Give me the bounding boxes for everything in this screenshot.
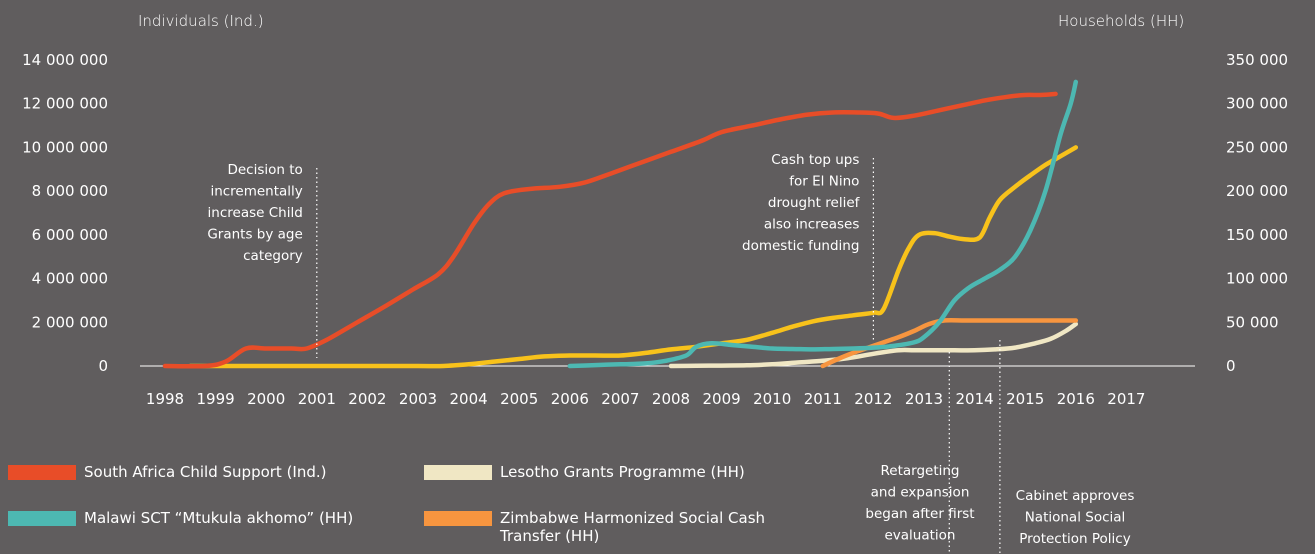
x-tick-label: 2006 [551,390,589,408]
right-axis-title: Households (HH) [1058,12,1185,30]
annotation-text: Retargeting [880,463,959,479]
x-tick-label: 2002 [348,390,386,408]
series-line-lesotho [668,321,1079,369]
y-right-tick-label: 0 [1226,357,1236,375]
annotation-text: and expansion [871,485,970,501]
x-tick-label: 2011 [804,390,842,408]
x-tick-label: 2001 [298,390,336,408]
x-tick-label: 2010 [753,390,791,408]
y-right-tick-label: 200 000 [1226,182,1288,200]
legend-label: Lesotho Grants Programme (HH) [500,463,745,481]
legend-label: Zimbabwe Harmonized Social Cash Transfer… [500,509,766,545]
x-tick-label: 2016 [1057,390,1095,408]
legend-item-lesotho: Lesotho Grants Programme (HH) [424,463,745,481]
annotation-text: Decision to [227,162,302,178]
y-left-tick-label: 4 000 000 [32,270,108,288]
legend-item-malawi: Malawi SCT “Mtukula akhomo” (HH) [8,509,353,527]
series-line-south-africa [162,91,1058,369]
x-tick-label: 2008 [652,390,690,408]
annotation-text: Cabinet approves [1016,488,1135,504]
x-tick-label: 2004 [450,390,488,408]
y-left-tick-label: 0 [98,357,108,375]
legend-label: South Africa Child Support (Ind.) [84,463,327,481]
x-tick-label: 2013 [905,390,943,408]
annotation-text: also increases [764,217,860,233]
x-tick-label: 2014 [956,390,994,408]
x-tick-label: 2017 [1107,390,1145,408]
y-right-tick-label: 150 000 [1226,226,1288,244]
series-line-malawi [567,79,1079,369]
y-right-tick-label: 250 000 [1226,138,1288,156]
x-tick-label: 2007 [601,390,639,408]
y-left-tick-label: 6 000 000 [32,226,108,244]
annotation-text: incrementally [210,184,302,200]
left-axis-title: Individuals (Ind.) [138,12,264,30]
legend-item-zimbabwe: Zimbabwe Harmonized Social Cash Transfer… [424,509,824,545]
annotation-text: Cash top ups [771,152,859,168]
y-left-tick-label: 10 000 000 [22,138,108,156]
annotation-text: Grants by age [207,227,302,243]
x-tick-label: 2012 [854,390,892,408]
annotation-text: evaluation [884,528,955,544]
y-right-tick-label: 50 000 [1226,313,1279,331]
annotation-text: began after first [865,506,974,522]
annotation-text: drought relief [768,195,861,211]
y-left-tick-label: 2 000 000 [32,313,108,331]
x-tick-label: 2015 [1006,390,1044,408]
legend-swatch [8,465,76,480]
x-tick-label: 1998 [146,390,184,408]
y-right-tick-label: 100 000 [1226,270,1288,288]
legend-swatch [8,511,76,526]
annotation-text: for El Nino [789,174,859,190]
x-tick-label: 2005 [500,390,538,408]
series-line-yellow [188,145,1079,369]
y-left-tick-label: 8 000 000 [32,182,108,200]
y-left-tick-label: 14 000 000 [22,51,108,69]
legend-swatch [424,511,492,526]
y-right-tick-label: 350 000 [1226,51,1288,69]
x-tick-label: 2003 [399,390,437,408]
annotation-text: category [243,248,303,264]
annotation-text: National Social [1025,510,1126,526]
legend-label: Malawi SCT “Mtukula akhomo” (HH) [84,509,354,527]
x-tick-label: 1999 [197,390,235,408]
y-left-tick-label: 12 000 000 [22,95,108,113]
legend-swatch [424,465,492,480]
x-tick-label: 2009 [703,390,741,408]
legend-item-south-africa: South Africa Child Support (Ind.) [8,463,327,481]
annotation-text: Protection Policy [1019,531,1130,547]
annotation-text: increase Child [208,205,303,221]
annotation-text: domestic funding [742,238,859,254]
x-tick-label: 2000 [247,390,285,408]
y-right-tick-label: 300 000 [1226,95,1288,113]
